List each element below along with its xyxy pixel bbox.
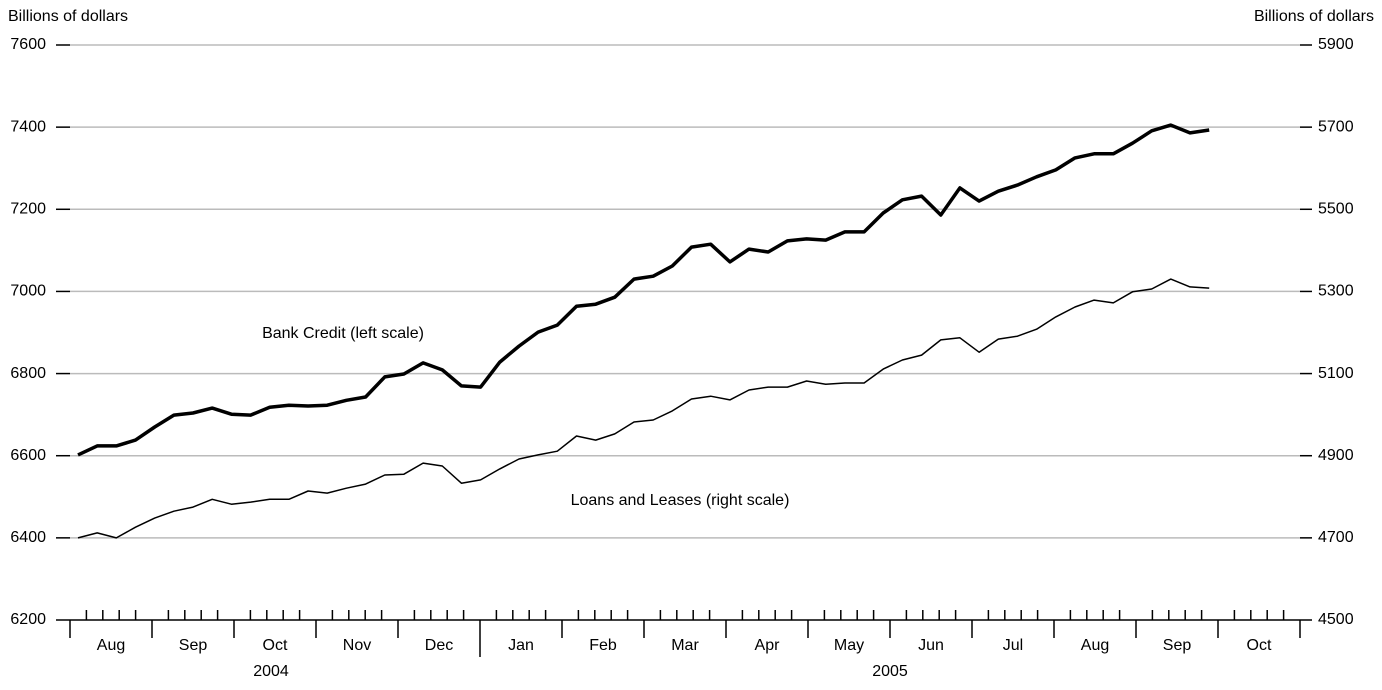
y2-tick-label: 5300 xyxy=(1318,283,1354,300)
y-tick-label: 7200 xyxy=(10,201,46,218)
y-axis-title: Billions of dollars xyxy=(8,8,128,25)
year-label: 2005 xyxy=(872,663,908,680)
y2-tick-label: 5500 xyxy=(1318,201,1354,218)
x-tick-label: Aug xyxy=(1081,637,1109,654)
series-line xyxy=(77,278,1210,539)
x-tick-label: Oct xyxy=(263,637,288,654)
x-tick-label: Oct xyxy=(1247,637,1272,654)
x-tick-label: Aug xyxy=(97,637,125,654)
y-tick-label: 6200 xyxy=(10,611,46,628)
y2-tick-label: 4500 xyxy=(1318,611,1354,628)
y-tick-label: 6800 xyxy=(10,365,46,382)
x-tick-label: Sep xyxy=(1163,637,1192,654)
y2-tick-label: 5100 xyxy=(1318,365,1354,382)
x-tick-label: Nov xyxy=(343,637,371,654)
y2-tick-label: 4700 xyxy=(1318,529,1354,546)
x-tick-label: May xyxy=(834,637,864,654)
annotation: Loans and Leases (right scale) xyxy=(571,492,790,509)
y-tick-label: 7000 xyxy=(10,283,46,300)
series-line xyxy=(77,123,1210,457)
annotation: Bank Credit (left scale) xyxy=(262,325,424,342)
y-tick-label: 6400 xyxy=(10,529,46,546)
x-tick-label: Apr xyxy=(755,637,781,654)
y-tick-label: 7600 xyxy=(10,36,46,53)
x-tick-label: Mar xyxy=(671,637,699,654)
y-tick-label: 7400 xyxy=(10,118,46,135)
y2-tick-label: 4900 xyxy=(1318,447,1354,464)
x-tick-label: Jan xyxy=(508,637,534,654)
year-label: 2004 xyxy=(253,663,289,680)
y2-tick-label: 5900 xyxy=(1318,36,1354,53)
x-tick-label: Jul xyxy=(1003,637,1023,654)
y2-axis-title: Billions of dollars xyxy=(1254,8,1374,25)
x-tick-label: Dec xyxy=(425,637,453,654)
y-tick-label: 6600 xyxy=(10,447,46,464)
x-tick-label: Jun xyxy=(918,637,944,654)
x-tick-label: Feb xyxy=(589,637,617,654)
x-tick-label: Sep xyxy=(179,637,208,654)
y2-tick-label: 5700 xyxy=(1318,118,1354,135)
